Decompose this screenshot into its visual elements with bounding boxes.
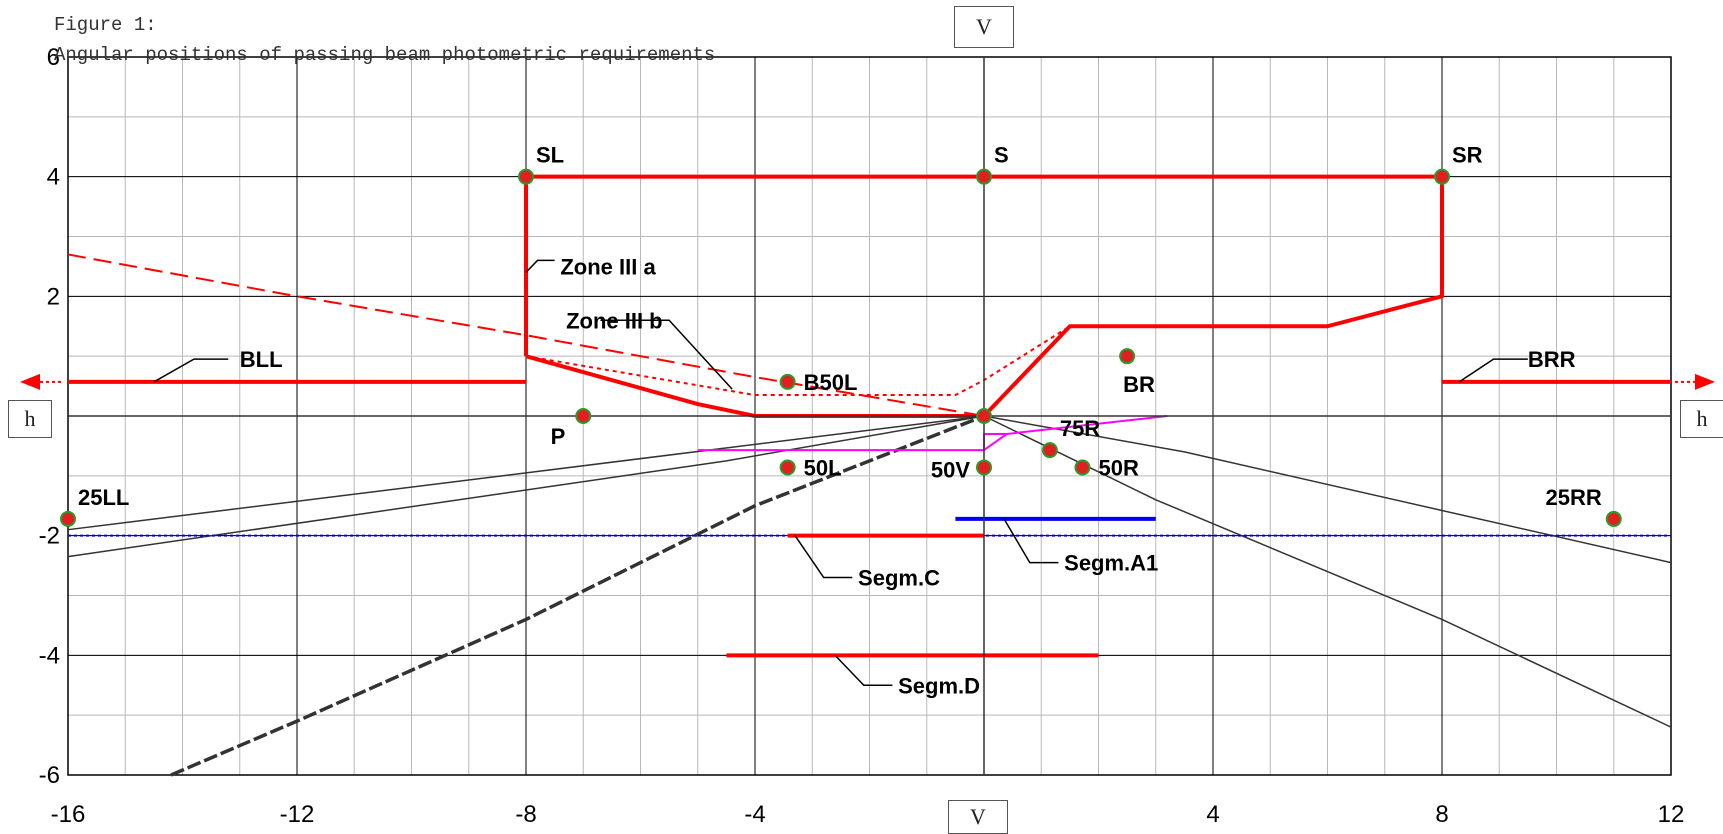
measure-point-p — [575, 408, 592, 424]
point-label: S — [994, 143, 1009, 168]
y-tick-label: 6 — [47, 44, 60, 71]
annotation-label: BRR — [1528, 347, 1576, 372]
annotation-label: Segm.C — [858, 566, 940, 591]
point-label: 50V — [931, 457, 970, 482]
point-label: B50L — [804, 370, 858, 395]
annotation-leader — [1458, 358, 1528, 383]
arrow-right-head — [1695, 373, 1715, 390]
y-tick-label: -2 — [39, 523, 60, 550]
series-gray-3 — [983, 415, 1672, 564]
measure-point-50l — [779, 459, 796, 476]
y-tick-label: 2 — [47, 283, 60, 310]
x-tick-label: -12 — [280, 801, 315, 828]
x-tick-label: -8 — [515, 801, 536, 828]
figure-caption-line1: Figure 1: — [54, 14, 157, 36]
points-layer — [60, 168, 1622, 527]
y-tick-label: -6 — [39, 762, 60, 789]
h-label-left: h — [8, 400, 52, 438]
y-tick-label: -4 — [39, 642, 60, 669]
series-gray-4 — [983, 415, 1672, 728]
figure-caption-line2: Angular positions of passing beam photom… — [54, 44, 716, 66]
point-label: 50R — [1098, 455, 1138, 480]
annotation-leader — [1003, 518, 1059, 564]
measure-point-50r — [1074, 459, 1091, 476]
annotation-leader — [600, 319, 733, 390]
series-zone-iiib — [525, 325, 1071, 397]
x-tick-label: -4 — [744, 801, 765, 828]
annotation-leader — [153, 358, 229, 383]
labels-layer: Zone III a Zone III b BLL BRR Segm.C Segm.A1 S… — [78, 143, 1602, 699]
x-tick-label: 4 — [1206, 801, 1219, 828]
series-magenta — [697, 415, 1168, 452]
series-gray-2 — [67, 415, 985, 558]
ticks-layer: -16 -12 -8 -4 4 8 12 6 4 2 -2 -4 -6 — [39, 44, 1685, 828]
measure-point-sr — [1434, 168, 1450, 185]
x-tick-label: 8 — [1435, 801, 1448, 828]
annotation-label: Segm.A1 — [1064, 551, 1158, 576]
measure-point-25ll — [60, 510, 76, 527]
point-label: SR — [1452, 143, 1483, 168]
annotation-leader — [525, 259, 555, 273]
x-tick-label: -16 — [51, 801, 86, 828]
h-label-right: h — [1680, 400, 1723, 438]
point-label: 25RR — [1546, 485, 1602, 510]
point-label: P — [551, 424, 566, 449]
annotation-label: BLL — [240, 347, 283, 372]
point-label: 25LL — [78, 485, 129, 510]
annotation-label: Zone III a — [560, 254, 656, 279]
measure-point-s — [976, 168, 992, 185]
point-label: BR — [1123, 372, 1155, 397]
annotation-label: Zone III b — [566, 308, 663, 333]
annotation-leader — [834, 654, 893, 686]
point-label: SL — [536, 143, 564, 168]
measure-point-75r — [1041, 442, 1058, 459]
x-tick-label: 12 — [1658, 801, 1685, 828]
measure-point-b50l — [779, 373, 796, 390]
y-tick-label: 4 — [47, 164, 60, 191]
measure-point — [976, 408, 992, 424]
point-label: 75R — [1060, 416, 1100, 441]
v-label-bottom: V — [948, 800, 1008, 834]
point-label: 50L — [804, 455, 842, 480]
v-label-top: V — [954, 6, 1014, 48]
measure-point-sl — [518, 168, 534, 185]
leaders-layer — [153, 259, 1528, 686]
measure-point-25rr — [1605, 510, 1622, 527]
arrows-layer — [20, 373, 1715, 390]
measure-point-br — [1119, 348, 1136, 365]
series-gray-dashed — [170, 414, 985, 777]
series-gray-1 — [67, 415, 985, 531]
annotation-label: Segm.D — [898, 673, 980, 698]
annotation-leader — [794, 535, 853, 579]
measure-point-50v — [976, 459, 992, 476]
arrow-left-head — [20, 373, 40, 390]
